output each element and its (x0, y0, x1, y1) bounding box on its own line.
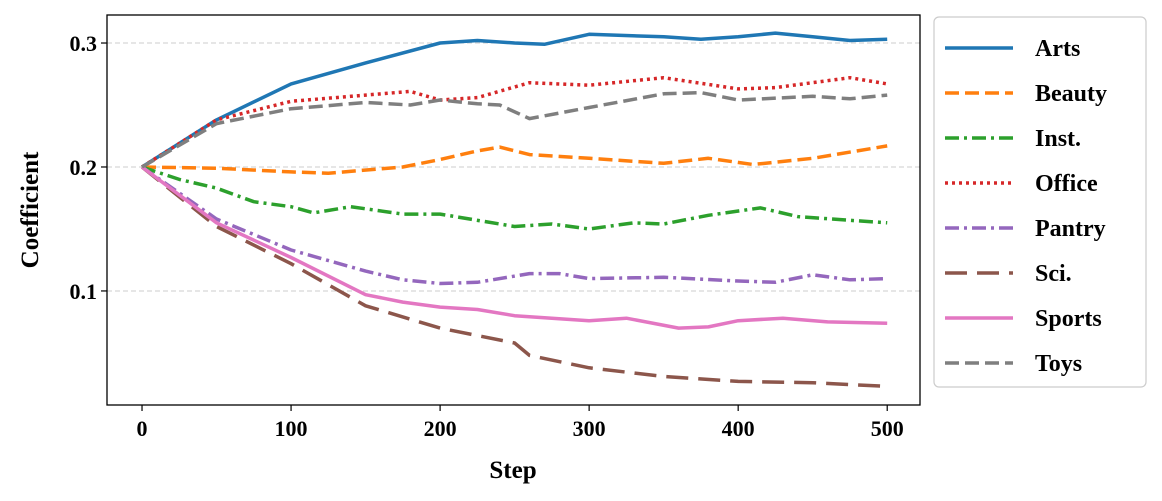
x-tick-label: 0 (137, 416, 148, 441)
series-line-sports (140, 165, 888, 330)
series-line-inst (141, 165, 888, 231)
y-axis: 0.1 0.2 0.3 (70, 31, 107, 304)
x-tick-label: 500 (871, 416, 904, 441)
series-line-toys (141, 90, 888, 169)
x-tick-label: 300 (573, 416, 606, 441)
series-line-pantry (140, 165, 888, 286)
legend-label: Office (1035, 171, 1098, 197)
legend-frame (933, 16, 1147, 388)
series-lines (140, 31, 888, 389)
grid-lines (107, 42, 920, 292)
y-axis-label: Coefficient (17, 151, 44, 268)
series-line-sci (140, 165, 888, 389)
x-axis: 0 100 200 300 400 500 (137, 405, 904, 441)
legend-label: Sports (1035, 306, 1102, 332)
x-axis-label: Step (489, 457, 536, 484)
series-line-arts (141, 31, 888, 169)
legend-label: Arts (1035, 36, 1080, 62)
y-tick-label: 0.3 (70, 31, 98, 56)
y-tick-label: 0.1 (70, 279, 98, 304)
legend-label: Beauty (1035, 81, 1107, 107)
x-tick-label: 100 (275, 416, 308, 441)
series-line-beauty (141, 144, 888, 175)
x-tick-label: 400 (722, 416, 755, 441)
series-line-office (141, 75, 888, 169)
legend-label: Inst. (1035, 126, 1081, 152)
y-tick-label: 0.2 (70, 155, 98, 180)
plot-frame (106, 14, 921, 406)
legend-label: Pantry (1035, 216, 1106, 242)
legend-label: Sci. (1035, 261, 1072, 287)
legend: Arts Beauty Inst. Office Pantry Sci. Sports Toy… (933, 16, 1147, 388)
x-tick-label: 200 (424, 416, 457, 441)
legend-label: Toys (1035, 351, 1082, 377)
